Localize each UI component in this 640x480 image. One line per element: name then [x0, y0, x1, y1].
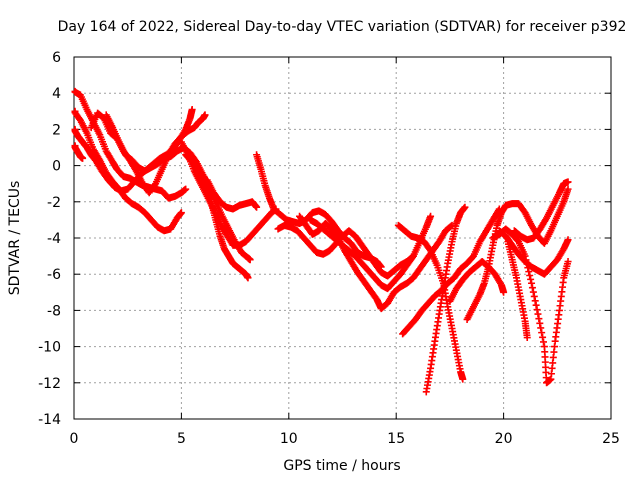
data-point — [526, 271, 534, 279]
data-point — [528, 284, 536, 292]
y-tick-label: -4 — [47, 231, 61, 247]
data-point — [528, 279, 536, 287]
data-point — [182, 185, 190, 193]
data-point — [177, 209, 185, 217]
y-axis-label: SDTVAR / TECUs — [7, 181, 23, 296]
y-tick-label: -14 — [38, 412, 61, 428]
data-point — [539, 333, 547, 341]
data-point — [535, 315, 543, 323]
data-point — [536, 319, 544, 327]
data-points — [71, 87, 572, 396]
series-arc-19 — [489, 225, 572, 387]
data-point — [564, 236, 572, 244]
x-tick-labels: 0 5 10 15 20 25 — [70, 431, 620, 447]
series-arc-16 — [399, 205, 503, 338]
data-point — [564, 185, 572, 193]
x-tick-label: 10 — [280, 431, 298, 447]
data-point — [79, 154, 87, 162]
series-arc-20 — [495, 227, 572, 278]
series-arc-21 — [504, 238, 531, 342]
data-point — [253, 203, 261, 211]
data-point — [530, 292, 538, 300]
y-tick-label: 0 — [52, 159, 61, 175]
y-tick-label: -12 — [38, 376, 61, 392]
series-arc-02 — [71, 107, 185, 235]
data-point — [534, 310, 542, 318]
data-point — [427, 212, 435, 220]
series-arc-22 — [510, 178, 572, 244]
series-arc-09 — [203, 176, 261, 213]
data-point — [527, 275, 535, 283]
y-tick-label: -6 — [47, 267, 61, 283]
x-axis-label: GPS time / hours — [283, 458, 400, 474]
chart-title: Day 164 of 2022, Sidereal Day-to-day VTE… — [58, 19, 627, 35]
data-point — [531, 297, 539, 305]
data-point — [537, 324, 545, 332]
x-tick-label: 20 — [495, 431, 513, 447]
data-point — [564, 258, 572, 266]
y-tick-label: 2 — [52, 122, 61, 138]
data-point — [539, 338, 547, 346]
y-tick-labels: 6 4 2 0 -2 -4 -6 -8 -10 -12 -14 — [38, 50, 61, 428]
axis-ticks — [73, 56, 612, 420]
data-point — [538, 329, 546, 337]
series-arc-04 — [71, 142, 87, 162]
data-point — [532, 301, 540, 309]
data-point — [201, 111, 209, 119]
data-point — [564, 178, 572, 186]
x-tick-label: 0 — [70, 431, 79, 447]
x-tick-label: 15 — [387, 431, 405, 447]
data-point — [459, 375, 467, 383]
y-tick-label: 4 — [52, 86, 61, 102]
data-point — [461, 203, 469, 211]
y-tick-label: -8 — [47, 303, 61, 319]
data-point — [525, 268, 533, 276]
data-point — [523, 334, 531, 342]
series-arc-13 — [306, 212, 435, 293]
data-point — [533, 306, 541, 314]
y-tick-label: 6 — [52, 50, 61, 66]
data-point — [500, 288, 508, 296]
data-point — [188, 105, 196, 113]
data-point — [529, 288, 537, 296]
x-tick-label: 25 — [602, 431, 620, 447]
y-tick-label: -2 — [47, 195, 61, 211]
y-tick-label: -10 — [38, 340, 61, 356]
series-arc-08 — [182, 151, 252, 282]
x-tick-label: 5 — [177, 431, 186, 447]
data-point — [246, 256, 254, 264]
data-point — [244, 274, 252, 282]
